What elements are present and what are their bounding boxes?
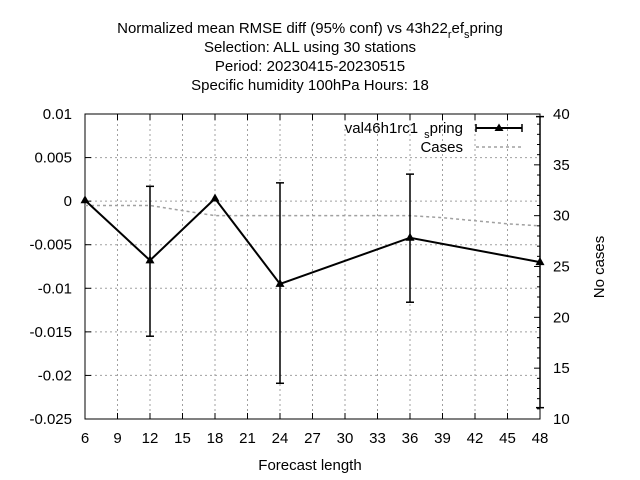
x-tick-label: 48 (532, 430, 549, 447)
x-tick-label: 30 (337, 430, 354, 447)
y-tick-label: -0.005 (29, 237, 72, 254)
x-tick-label: 15 (174, 430, 191, 447)
x-axis-label: Forecast length (258, 457, 361, 474)
x-tick-label: 42 (467, 430, 484, 447)
data-point (405, 232, 415, 241)
y2-tick-label: 25 (553, 259, 570, 276)
x-tick-label: 24 (272, 430, 289, 447)
legend-label-series-1-end: pring (430, 120, 463, 137)
series-line-main (84, 197, 541, 286)
data-point (275, 278, 285, 287)
title-line-1-mid: ef (452, 20, 465, 37)
y2-tick-label: 35 (553, 157, 570, 174)
x-tick-label: 39 (434, 430, 451, 447)
x-tick-label: 12 (142, 430, 159, 447)
y-tick-label: 0.01 (43, 106, 72, 123)
y-tick-label: -0.02 (38, 367, 72, 384)
title-line-1-main: Normalized mean RMSE diff (95% conf) vs … (117, 20, 448, 37)
y2-tick-label: 20 (553, 309, 570, 326)
title-line-1-sub-r: r (448, 29, 452, 41)
y-tick-label: -0.015 (29, 324, 72, 341)
y2-tick-label: 10 (553, 411, 570, 428)
y2-tick-label: 15 (553, 360, 570, 377)
data-point (210, 193, 220, 202)
y-tick-label: -0.01 (38, 280, 72, 297)
data-point (80, 195, 90, 204)
title-line-4: Specific humidity 100hPa Hours: 18 (191, 77, 429, 94)
y2-axis-label: No cases (591, 236, 608, 299)
data-point (145, 255, 155, 264)
title-line-1-sub-s: s (464, 29, 470, 41)
legend-label-series-1: val46h1rc1 spring (345, 120, 463, 141)
series (80, 115, 545, 409)
x-tick-label: 18 (207, 430, 224, 447)
y2-tick-label: 30 (553, 208, 570, 225)
legend-marker-series-1 (494, 123, 504, 131)
series-line-cases (85, 204, 541, 227)
x-tick-label: 21 (239, 430, 256, 447)
x-tick-label: 33 (369, 430, 386, 447)
data-point (535, 257, 545, 266)
title-line-2: Selection: ALL using 30 stations (204, 39, 416, 56)
x-tick-label: 9 (113, 430, 121, 447)
x-tick-label: 45 (499, 430, 516, 447)
legend-label-series-1-main: val46h1rc1 (345, 120, 418, 137)
x-tick-label: 36 (402, 430, 419, 447)
title-line-3: Period: 20230415-20230515 (215, 58, 405, 75)
title-line-1: Normalized mean RMSE diff (95% conf) vs … (117, 20, 503, 41)
x-tick-label: 6 (81, 430, 89, 447)
y2-tick-label: 40 (553, 106, 570, 123)
legend-label-series-1-sub: s (424, 129, 430, 141)
axis-ticks: 6 9 12 15 18 21 24 27 30 33 36 39 42 45 48 0.01 0.005 0 -0… (29, 106, 569, 447)
y-tick-label: -0.025 (29, 411, 72, 428)
title-line-1-end: pring (470, 20, 503, 37)
grid (85, 114, 540, 419)
legend-label-cases: Cases (420, 139, 463, 156)
chart-title: Normalized mean RMSE diff (95% conf) vs … (117, 20, 503, 94)
y-tick-label: 0.005 (34, 150, 72, 167)
legend: val46h1rc1 spring Cases (345, 120, 523, 156)
y-tick-label: 0 (64, 193, 72, 210)
x-tick-label: 27 (304, 430, 321, 447)
